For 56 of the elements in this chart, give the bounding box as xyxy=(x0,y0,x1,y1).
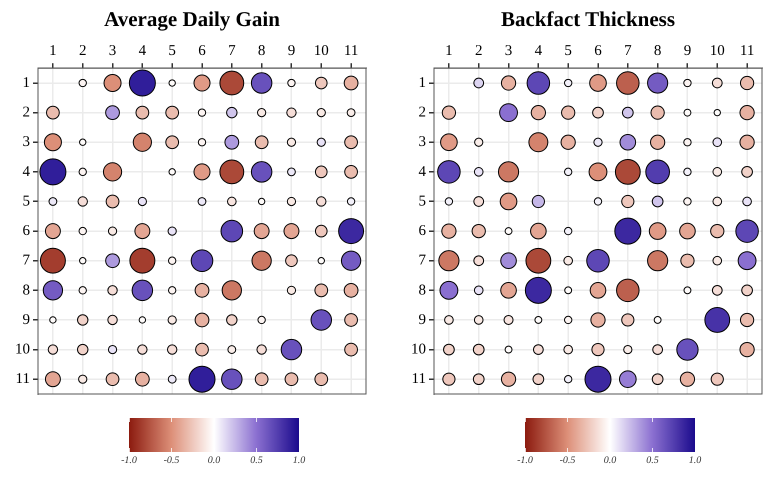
y-tick-label: 7 xyxy=(22,252,30,269)
y-tick-label: 4 xyxy=(418,164,426,180)
x-tick-label: 8 xyxy=(258,43,266,60)
y-tick-label: 6 xyxy=(418,223,426,240)
x-tick-label: 7 xyxy=(228,43,236,60)
color-bar-label: -0.5 xyxy=(164,455,180,466)
x-tick-label: 1 xyxy=(49,43,57,60)
y-tick-label: 4 xyxy=(22,164,30,180)
x-tick-label: 2 xyxy=(78,43,86,60)
y-tick-label: 2 xyxy=(22,104,30,121)
y-tick-label: 1 xyxy=(22,74,30,91)
x-tick-label: 5 xyxy=(564,43,572,60)
y-tick-label: 10 xyxy=(15,342,30,358)
x-tick-label: 7 xyxy=(624,43,632,60)
color-bar-label: 0.0 xyxy=(208,455,220,466)
y-tick-label: 6 xyxy=(22,223,30,240)
chart-title: Average Daily Gain xyxy=(104,7,280,32)
color-bar-label: -0.5 xyxy=(560,455,576,466)
y-tick-label: 9 xyxy=(22,312,30,328)
x-tick-label: 6 xyxy=(198,43,206,60)
x-tick-label: 11 xyxy=(344,43,358,60)
x-tick-label: 10 xyxy=(314,43,329,60)
x-tick-label: 4 xyxy=(534,43,543,60)
y-tick-label: 10 xyxy=(411,342,426,358)
color-bar-label: 0.0 xyxy=(604,455,616,466)
x-tick-label: 11 xyxy=(740,43,754,60)
x-tick-label: 4 xyxy=(138,43,147,60)
y-tick-label: 7 xyxy=(418,252,426,269)
y-tick-label: 9 xyxy=(418,312,426,328)
x-tick-label: 2 xyxy=(474,43,482,60)
color-bar-label: 0.5 xyxy=(646,455,659,466)
color-bar-label: -1.0 xyxy=(517,455,533,466)
y-tick-label: 5 xyxy=(418,193,426,210)
y-tick-label: 11 xyxy=(16,371,30,388)
color-bar-label: 1.0 xyxy=(688,455,702,466)
y-tick-label: 8 xyxy=(22,282,30,298)
x-tick-label: 9 xyxy=(288,43,296,60)
x-tick-label: 3 xyxy=(504,43,512,60)
x-tick-label: 8 xyxy=(654,43,662,60)
x-tick-label: 3 xyxy=(108,43,116,60)
color-bar-label: 1.0 xyxy=(292,455,306,466)
y-tick-label: 11 xyxy=(412,371,426,388)
x-tick-label: 10 xyxy=(710,43,725,60)
x-tick-label: 6 xyxy=(594,43,602,60)
y-tick-label: 1 xyxy=(418,74,426,91)
y-tick-label: 5 xyxy=(22,193,30,210)
y-tick-label: 8 xyxy=(418,282,426,298)
y-tick-label: 2 xyxy=(418,104,426,121)
x-tick-label: 1 xyxy=(445,43,453,60)
y-tick-label: 3 xyxy=(22,134,30,150)
y-tick-label: 3 xyxy=(418,134,426,150)
x-tick-label: 9 xyxy=(684,43,692,60)
color-bar-label: -1.0 xyxy=(121,455,137,466)
color-bar-label: 0.5 xyxy=(250,455,263,466)
chart-title: Backfact Thickness xyxy=(500,7,676,32)
x-tick-label: 5 xyxy=(168,43,176,60)
